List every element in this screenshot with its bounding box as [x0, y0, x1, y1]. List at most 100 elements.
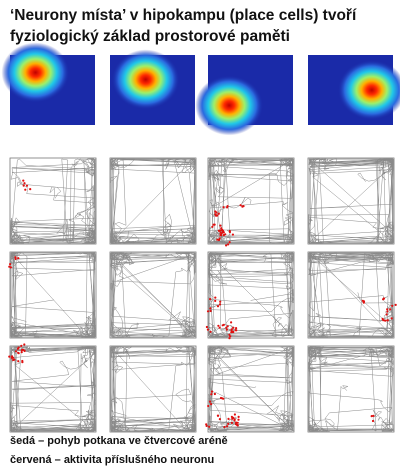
- arena-border: [307, 157, 395, 245]
- arena-border: [207, 345, 295, 433]
- spike: [206, 310, 210, 313]
- spike: [209, 309, 212, 313]
- trajectory-panel: [205, 345, 295, 433]
- title-line: ‘Neurony místa’ v hipokampu (place cells…: [10, 7, 357, 24]
- spike: [23, 182, 26, 185]
- spike: [21, 361, 24, 364]
- movement-path: [110, 252, 196, 338]
- spike: [221, 397, 224, 400]
- spike: [226, 325, 229, 328]
- spike: [8, 355, 11, 358]
- spike: [226, 425, 229, 428]
- spike: [232, 326, 235, 329]
- spike: [17, 360, 20, 363]
- arena-border: [109, 251, 197, 339]
- spike: [219, 229, 223, 232]
- spike: [8, 265, 11, 268]
- spike: [225, 326, 228, 329]
- spike: [230, 421, 233, 424]
- spike: [225, 328, 228, 331]
- spike: [228, 230, 231, 234]
- arena-border: [207, 157, 295, 245]
- spike: [220, 232, 223, 235]
- trajectory-panel: [109, 157, 197, 245]
- caption-line: šedá – pohyb potkana ve čtvercové aréně: [10, 435, 228, 447]
- spike: [222, 231, 225, 234]
- spike: [12, 358, 15, 362]
- spike: [233, 413, 236, 416]
- spike: [213, 392, 216, 396]
- spike: [224, 233, 227, 236]
- spike: [391, 304, 394, 307]
- spike: [22, 184, 25, 187]
- spike: [213, 223, 216, 226]
- trajectory-panel: [8, 251, 97, 339]
- spike: [23, 343, 26, 346]
- caption-line: červená – aktivita příslušného neuronu: [10, 454, 214, 466]
- spike: [17, 257, 20, 260]
- trajectory-panel: [8, 343, 97, 433]
- spike: [216, 305, 220, 308]
- movement-path: [308, 346, 394, 432]
- movement-path: [10, 346, 96, 432]
- arena-border: [307, 251, 395, 339]
- movement-path: [110, 158, 196, 244]
- trajectory-panel: [307, 251, 397, 339]
- arena-border: [9, 251, 97, 339]
- spike: [23, 349, 26, 353]
- arena-border: [207, 251, 295, 339]
- spike: [20, 349, 23, 352]
- spike: [208, 400, 212, 403]
- movement-path: [308, 158, 394, 244]
- spike: [217, 324, 220, 327]
- spike: [386, 310, 389, 313]
- spike: [17, 346, 20, 349]
- spike: [390, 317, 393, 320]
- spike: [225, 244, 228, 247]
- spike: [14, 257, 17, 261]
- heatmap-field: [1, 42, 70, 103]
- spike: [227, 422, 230, 425]
- spike: [210, 393, 213, 396]
- spike: [231, 330, 234, 334]
- movement-path: [208, 252, 294, 338]
- trajectory-panel: [109, 345, 197, 433]
- spike: [20, 351, 23, 354]
- spike: [217, 212, 220, 215]
- spike: [210, 390, 214, 393]
- spike: [218, 303, 222, 306]
- spike: [228, 333, 231, 336]
- spike: [234, 423, 237, 426]
- movement-path: [208, 346, 294, 432]
- trajectory-panel: [9, 157, 97, 245]
- spike: [14, 350, 18, 353]
- spike: [236, 424, 239, 427]
- spike: [372, 414, 375, 417]
- spike: [361, 299, 364, 302]
- spike: [384, 319, 387, 322]
- spike: [209, 307, 212, 310]
- spike: [386, 319, 389, 322]
- spike: [219, 300, 222, 303]
- spike: [227, 243, 230, 246]
- spike: [382, 297, 385, 300]
- spike: [206, 328, 209, 331]
- spike: [214, 296, 217, 299]
- spike: [237, 418, 240, 421]
- movement-path: [10, 158, 96, 244]
- movement-path: [10, 252, 96, 338]
- spike: [230, 328, 233, 331]
- spike: [210, 403, 213, 406]
- spike: [17, 352, 20, 355]
- trajectory-panel: [307, 157, 395, 245]
- movement-path: [208, 158, 294, 244]
- spike: [20, 344, 23, 347]
- spike: [14, 256, 17, 259]
- spike: [234, 329, 237, 332]
- spike: [22, 179, 25, 182]
- spike: [24, 188, 27, 191]
- spike: [12, 356, 15, 359]
- movement-path: [308, 252, 394, 338]
- spike: [216, 414, 220, 417]
